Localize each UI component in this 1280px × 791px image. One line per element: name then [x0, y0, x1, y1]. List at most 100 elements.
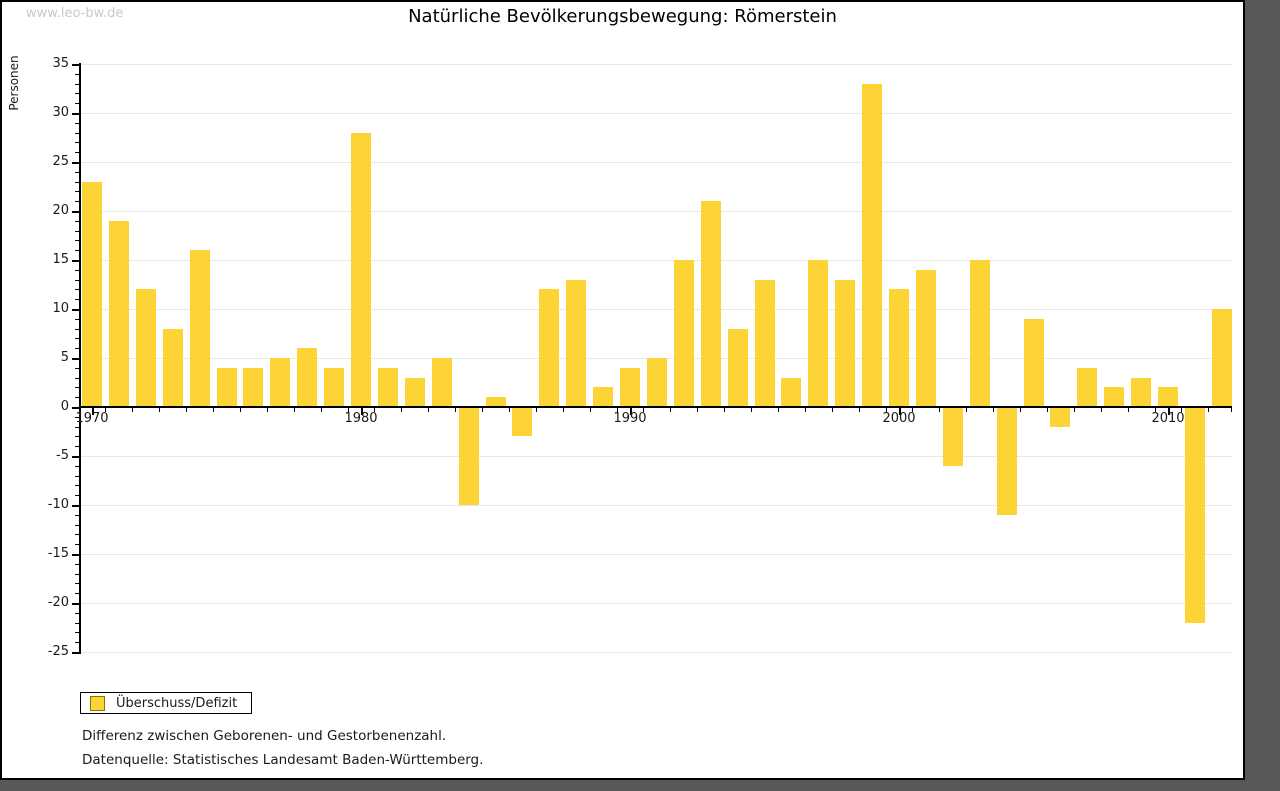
- y-minor-tick: [75, 328, 80, 330]
- y-minor-tick: [75, 73, 80, 75]
- x-minor-tick: [455, 408, 457, 412]
- y-minor-tick: [75, 622, 80, 624]
- y-minor-tick: [75, 416, 80, 418]
- x-minor-tick: [347, 408, 349, 412]
- y-minor-tick: [75, 83, 80, 85]
- gridline: [80, 113, 1232, 114]
- y-minor-tick: [75, 475, 80, 477]
- bar: [942, 407, 963, 466]
- y-minor-tick: [75, 230, 80, 232]
- y-minor-tick: [75, 269, 80, 271]
- x-minor-tick: [562, 408, 564, 412]
- x-minor-tick: [1208, 408, 1210, 412]
- bar: [108, 220, 129, 407]
- bar: [82, 181, 102, 407]
- y-tick-label: 0: [60, 399, 69, 414]
- y-minor-tick: [75, 122, 80, 124]
- bar: [1023, 318, 1044, 407]
- x-minor-tick: [1231, 408, 1232, 412]
- y-major-tick: [72, 505, 80, 507]
- bar: [808, 260, 829, 407]
- y-tick-label: -25: [47, 644, 69, 659]
- y-minor-tick: [75, 495, 80, 497]
- y-minor-tick: [75, 387, 80, 389]
- y-minor-tick: [75, 181, 80, 183]
- x-major-tick: [899, 408, 901, 415]
- bar: [539, 289, 560, 407]
- y-minor-tick: [75, 348, 80, 350]
- x-minor-tick: [589, 408, 591, 412]
- y-major-tick: [72, 113, 80, 115]
- y-minor-tick: [75, 152, 80, 154]
- y-tick-label: -5: [56, 448, 69, 463]
- y-major-tick: [72, 456, 80, 458]
- x-tick-label: 2010: [1151, 411, 1185, 426]
- y-minor-tick: [75, 436, 80, 438]
- gridline: [80, 309, 1232, 310]
- bar: [969, 260, 990, 407]
- x-minor-tick: [401, 408, 403, 412]
- gridline: [80, 554, 1232, 555]
- x-minor-tick: [777, 408, 779, 412]
- gridline: [80, 162, 1232, 163]
- y-major-tick: [72, 162, 80, 164]
- gridline: [80, 260, 1232, 261]
- bar: [915, 269, 936, 407]
- x-minor-tick: [697, 408, 699, 412]
- y-tick-label: 10: [52, 301, 69, 316]
- y-minor-tick: [75, 250, 80, 252]
- gridline: [80, 505, 1232, 506]
- footnote-definition: Differenz zwischen Geborenen- und Gestor…: [82, 728, 447, 744]
- bar: [297, 348, 318, 407]
- gridline: [80, 652, 1232, 653]
- x-minor-tick: [670, 408, 672, 412]
- y-minor-tick: [75, 103, 80, 105]
- x-major-tick: [630, 408, 632, 415]
- bar: [512, 407, 533, 437]
- y-minor-tick: [75, 563, 80, 565]
- legend-label: Überschuss/Defizit: [116, 695, 238, 711]
- bar: [593, 387, 614, 407]
- x-minor-tick: [159, 408, 161, 412]
- bar-chart: -25 -20 -15 -10 -5 0 5 10 15 20 25 30 35 1970 1980 1990…: [2, 2, 1243, 778]
- y-minor-tick: [75, 642, 80, 644]
- bar: [404, 377, 425, 407]
- bar: [700, 201, 721, 407]
- y-major-tick: [72, 603, 80, 605]
- x-minor-tick: [1181, 408, 1183, 412]
- y-major-tick: [72, 358, 80, 360]
- legend-swatch-icon: [90, 695, 105, 711]
- y-minor-tick: [75, 446, 80, 448]
- x-minor-tick: [1100, 408, 1102, 412]
- x-minor-tick: [1127, 408, 1129, 412]
- x-axis: [80, 406, 1232, 408]
- y-major-tick: [72, 64, 80, 66]
- bar: [1050, 407, 1071, 427]
- y-major-tick: [72, 652, 80, 654]
- x-minor-tick: [804, 408, 806, 412]
- bar: [431, 358, 452, 407]
- y-tick-label: -20: [47, 595, 69, 610]
- x-minor-tick: [939, 408, 941, 412]
- bar: [1104, 387, 1125, 407]
- gridline: [80, 211, 1232, 212]
- bar: [727, 328, 748, 407]
- chart-page: www.leo-bw.de Natürliche Bevölkerungsbew…: [0, 0, 1245, 780]
- y-minor-tick: [75, 367, 80, 369]
- x-minor-tick: [1020, 408, 1022, 412]
- y-tick-label: 25: [52, 154, 69, 169]
- y-minor-tick: [75, 485, 80, 487]
- y-minor-tick: [75, 465, 80, 467]
- bar: [1184, 407, 1205, 623]
- bar: [458, 407, 479, 505]
- y-major-tick: [72, 211, 80, 213]
- bar: [216, 367, 237, 407]
- x-minor-tick: [1046, 408, 1048, 412]
- x-minor-tick: [1073, 408, 1075, 412]
- bar: [620, 367, 640, 407]
- y-tick-label: 15: [52, 252, 69, 267]
- bar: [1158, 387, 1178, 407]
- x-major-tick: [1168, 408, 1170, 415]
- y-minor-tick: [75, 397, 80, 399]
- x-major-tick: [361, 408, 363, 415]
